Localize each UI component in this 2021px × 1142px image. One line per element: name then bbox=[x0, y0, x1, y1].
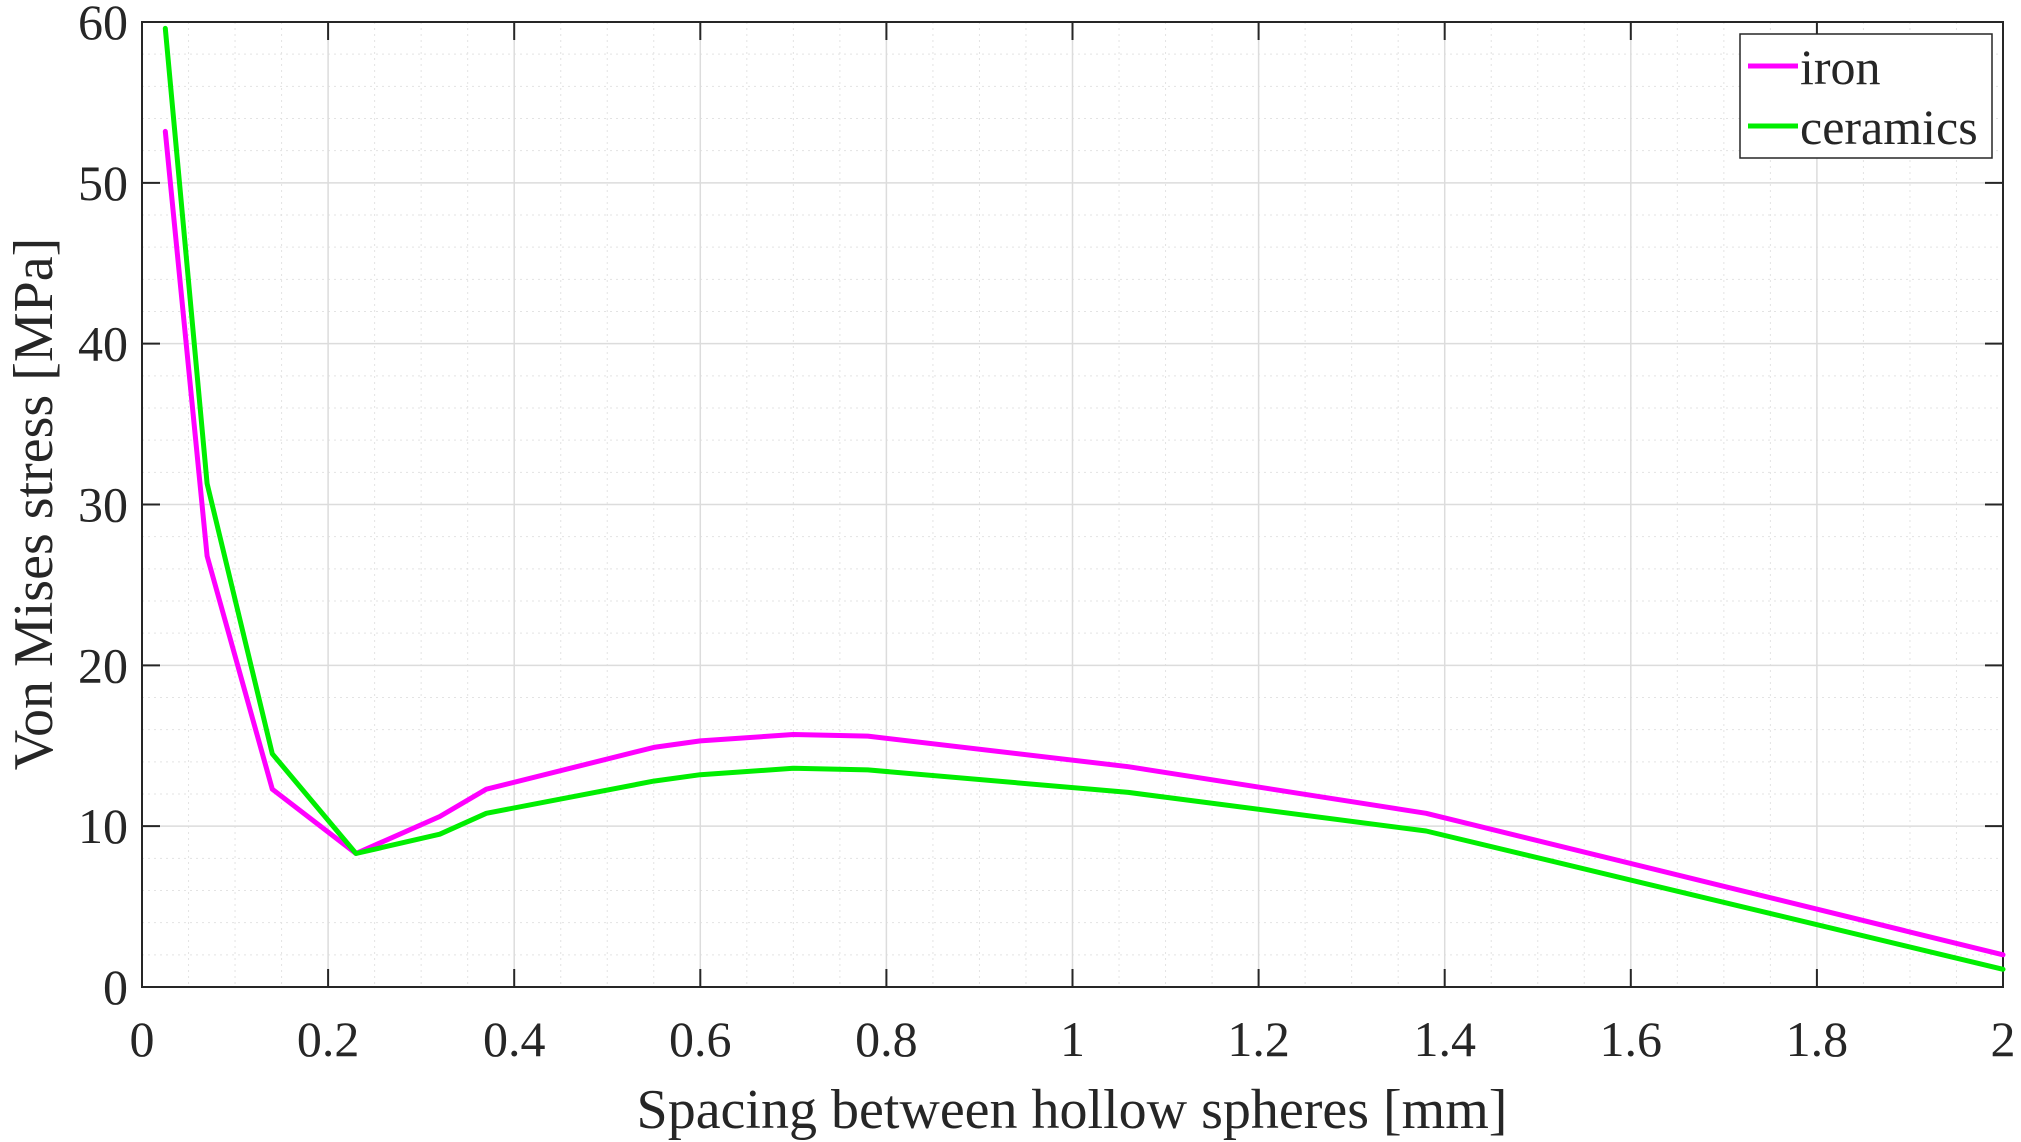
y-tick-labels: 0 10 20 30 40 50 60 bbox=[78, 0, 128, 1015]
series-layer bbox=[162, 25, 2006, 972]
x-tick-label: 0.4 bbox=[483, 1011, 546, 1067]
x-tick-label: 1.4 bbox=[1413, 1011, 1476, 1067]
x-tick-label: 0.6 bbox=[669, 1011, 732, 1067]
x-tick-label: 0.8 bbox=[855, 1011, 918, 1067]
y-tick-label: 30 bbox=[78, 477, 128, 533]
legend-label-ceramics: ceramics bbox=[1800, 99, 1978, 155]
series-line-ceramics bbox=[162, 25, 2006, 972]
legend-label-iron: iron bbox=[1800, 39, 1881, 95]
x-tick-label: 0 bbox=[130, 1011, 155, 1067]
legend-box bbox=[1739, 33, 1993, 159]
x-tick-labels: 0 0.2 0.4 0.6 0.8 1 1.2 1.4 1.6 1.8 2 bbox=[130, 1011, 2016, 1067]
x-axis-label: Spacing between hollow spheres [mm] bbox=[637, 1079, 1508, 1141]
y-tick-label: 50 bbox=[78, 155, 128, 211]
y-tick-label: 0 bbox=[103, 959, 128, 1015]
y-axis-label: Von Mises stress [MPa] bbox=[3, 238, 65, 771]
x-tick-label: 2 bbox=[1991, 1011, 2016, 1067]
y-tick-label: 10 bbox=[78, 798, 128, 854]
x-tick-label: 1.2 bbox=[1227, 1011, 1290, 1067]
y-tick-label: 40 bbox=[78, 316, 128, 372]
y-tick-label: 60 bbox=[78, 0, 128, 50]
x-tick-label: 1.6 bbox=[1600, 1011, 1663, 1067]
x-tick-label: 1 bbox=[1060, 1011, 1085, 1067]
y-tick-label: 20 bbox=[78, 637, 128, 693]
series-line-iron bbox=[162, 128, 2006, 958]
x-tick-label: 1.8 bbox=[1786, 1011, 1849, 1067]
legend: iron ceramics bbox=[1739, 33, 1993, 159]
x-tick-label: 0.2 bbox=[297, 1011, 360, 1067]
